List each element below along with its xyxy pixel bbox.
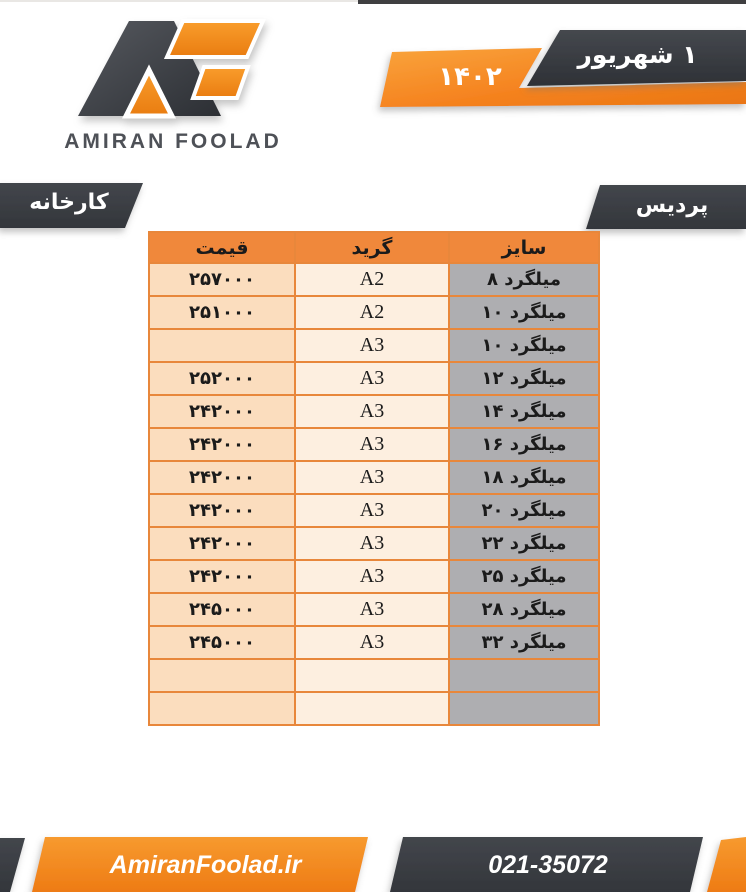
price-cell: ۲۴۲۰۰۰ <box>148 460 296 495</box>
table-row: میلگرد ۲۵ A3 ۲۴۲۰۰۰ <box>148 559 600 594</box>
table-row: میلگرد ۸ A2 ۲۵۷۰۰۰ <box>148 262 600 297</box>
price-cell: ۲۵۷۰۰۰ <box>148 262 296 297</box>
size-cell: میلگرد ۱۶ <box>448 427 600 462</box>
factory-banner-label: کارخانه <box>29 190 109 215</box>
grade-cell: A3 <box>294 328 450 363</box>
footer-phone-shape <box>390 837 703 892</box>
grade-cell <box>294 691 450 726</box>
price-cell: ۲۴۲۰۰۰ <box>148 493 296 528</box>
size-cell: میلگرد ۲۸ <box>448 592 600 627</box>
factory-banner-shape <box>0 183 143 228</box>
size-cell <box>448 691 600 726</box>
size-column-header: سایز <box>448 231 600 264</box>
table-row: میلگرد ۲۸ A3 ۲۴۵۰۰۰ <box>148 592 600 627</box>
size-cell: میلگرد ۲۲ <box>448 526 600 561</box>
rebar-price-table: سایز گرید قیمت میلگرد ۸ A2 ۲۵۷۰۰۰ میلگرد ۱۰… <box>148 231 600 726</box>
table-row: میلگرد ۱۸ A3 ۲۴۲۰۰۰ <box>148 460 600 495</box>
footer-right-sliver <box>707 837 746 892</box>
price-cell: ۲۵۱۰۰۰ <box>148 295 296 330</box>
price-cell: ۲۴۲۰۰۰ <box>148 526 296 561</box>
size-cell: میلگرد ۸ <box>448 262 600 297</box>
table-row: میلگرد ۱۲ A3 ۲۵۲۰۰۰ <box>148 361 600 396</box>
grade-cell: A3 <box>294 559 450 594</box>
date-year-label: ۱۴۰۲ <box>438 62 502 92</box>
price-cell: ۲۴۵۰۰۰ <box>148 625 296 660</box>
grade-column-header: گرید <box>294 231 450 264</box>
table-row <box>148 691 600 726</box>
price-cell: ۲۴۲۰۰۰ <box>148 427 296 462</box>
table-header-row: سایز گرید قیمت <box>148 231 600 264</box>
grade-cell: A3 <box>294 526 450 561</box>
logo-f-top-bar <box>163 19 267 59</box>
price-cell: ۲۴۲۰۰۰ <box>148 394 296 429</box>
price-cell <box>148 691 296 726</box>
table-row: میلگرد ۱۰ A2 ۲۵۱۰۰۰ <box>148 295 600 330</box>
grade-cell: A2 <box>294 262 450 297</box>
grade-cell: A3 <box>294 493 450 528</box>
grade-cell: A3 <box>294 625 450 660</box>
table-row: میلگرد ۱۰ A3 <box>148 328 600 363</box>
table-row: میلگرد ۱۶ A3 ۲۴۲۰۰۰ <box>148 427 600 462</box>
size-cell: میلگرد ۱۴ <box>448 394 600 429</box>
grade-cell: A3 <box>294 592 450 627</box>
price-cell <box>148 328 296 363</box>
table-row: میلگرد ۱۴ A3 ۲۴۲۰۰۰ <box>148 394 600 429</box>
table-row <box>148 658 600 693</box>
table-row: میلگرد ۳۲ A3 ۲۴۵۰۰۰ <box>148 625 600 660</box>
date-day-label: ۱ شهریور <box>577 40 698 69</box>
table-row: میلگرد ۲۰ A3 ۲۴۲۰۰۰ <box>148 493 600 528</box>
grade-cell: A3 <box>294 460 450 495</box>
price-cell: ۲۴۲۰۰۰ <box>148 559 296 594</box>
pardis-banner-shape <box>586 185 746 229</box>
size-cell: میلگرد ۳۲ <box>448 625 600 660</box>
grade-cell <box>294 658 450 693</box>
grade-cell: A2 <box>294 295 450 330</box>
date-banner-shape <box>527 30 746 86</box>
size-cell <box>448 658 600 693</box>
footer-website-shape <box>32 837 368 892</box>
grade-cell: A3 <box>294 427 450 462</box>
price-column-header: قیمت <box>148 231 296 264</box>
grade-cell: A3 <box>294 394 450 429</box>
grade-cell: A3 <box>294 361 450 396</box>
size-cell: میلگرد ۱۸ <box>448 460 600 495</box>
size-cell: میلگرد ۱۰ <box>448 295 600 330</box>
table-row: میلگرد ۲۲ A3 ۲۴۲۰۰۰ <box>148 526 600 561</box>
brand-name: AMIRAN FOOLAD <box>64 130 282 153</box>
pardis-banner-label: پردیس <box>635 193 709 218</box>
price-cell: ۲۴۵۰۰۰ <box>148 592 296 627</box>
logo-a-counter-triangle <box>121 64 177 119</box>
price-cell: ۲۵۲۰۰۰ <box>148 361 296 396</box>
footer-website-link: AmiranFoolad.ir <box>109 851 302 879</box>
year-ribbon <box>380 48 746 107</box>
size-cell: میلگرد ۲۰ <box>448 493 600 528</box>
size-cell: میلگرد ۱۲ <box>448 361 600 396</box>
logo-f-middle-bar <box>190 65 251 100</box>
price-cell <box>148 658 296 693</box>
footer-phone-number: 021-35072 <box>488 851 608 879</box>
size-cell: میلگرد ۱۰ <box>448 328 600 363</box>
amiran-foolad-logo-icon <box>78 19 267 119</box>
top-right-strip <box>358 0 746 4</box>
size-cell: میلگرد ۲۵ <box>448 559 600 594</box>
footer-left-sliver <box>0 838 25 892</box>
